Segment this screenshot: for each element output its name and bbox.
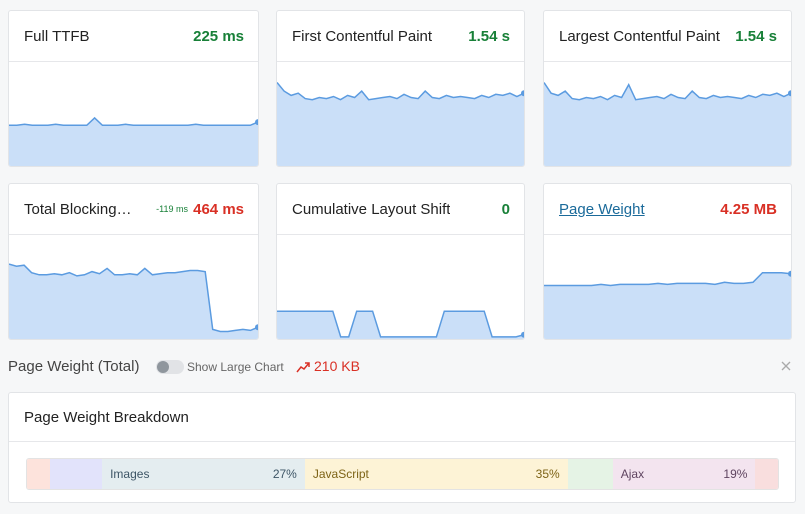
- segment-percent: 35%: [535, 467, 560, 481]
- card-title: Cumulative Layout Shift: [292, 201, 451, 218]
- sparkline-line: [9, 116, 258, 127]
- sparkline-line: [544, 271, 791, 287]
- card-title[interactable]: Page Weight: [559, 201, 645, 218]
- card-value: 4.25 MB: [720, 201, 777, 218]
- toggle-label: Show Large Chart: [187, 360, 284, 374]
- card-header: [9, 184, 258, 235]
- sparkline-end: [521, 90, 524, 97]
- sparkline-line: [277, 82, 524, 101]
- sparkline: [277, 310, 524, 339]
- breakdown-segment: [27, 459, 50, 489]
- sparkline: [544, 270, 791, 339]
- sparkline: [9, 116, 258, 166]
- trend-icon: [296, 362, 310, 373]
- card-header: [9, 11, 258, 62]
- breakdown-segment: [49, 459, 103, 489]
- sparkline-line: [9, 263, 258, 333]
- metric-card: Page Weight 4.25 MB: [543, 183, 792, 340]
- breakdown-segment: Ajax 19%: [612, 459, 756, 489]
- segment-name: JavaScript: [312, 467, 369, 481]
- segment-percent: 19%: [723, 467, 748, 481]
- sparkline-line: [544, 82, 791, 101]
- card-value: 1.54 s: [468, 28, 510, 45]
- card-header: [544, 11, 791, 62]
- sparkline: [9, 263, 258, 339]
- sparkline-area: [9, 264, 258, 339]
- metric-card: Largest Contentful Paint 1.54 s: [543, 10, 792, 167]
- card-title: Total Blocking…: [24, 201, 132, 218]
- sparkline: [277, 82, 524, 166]
- card-value: 0: [501, 201, 510, 218]
- card-title: Largest Contentful Paint: [559, 28, 720, 45]
- sparkline-area: [544, 82, 791, 166]
- toggle-knob: [157, 361, 169, 373]
- card-value: 1.54 s: [735, 28, 777, 45]
- breakdown-segment: Images 27%: [102, 459, 305, 489]
- sparkline-end: [521, 331, 524, 338]
- metric-card: Total Blocking… 464 ms -119 ms: [8, 183, 259, 340]
- divider: [9, 441, 795, 442]
- section-title: Page Weight (Total): [8, 358, 140, 375]
- card-header: [277, 184, 524, 235]
- page-weight-row: Page Weight (Total) Show Large Chart 210…: [8, 357, 796, 377]
- toggle[interactable]: [156, 360, 184, 374]
- sparkline-area: [9, 117, 258, 166]
- sparkline-area: [544, 272, 791, 339]
- sparkline: [544, 82, 791, 166]
- card-title: Full TTFB: [24, 28, 90, 45]
- card-title: First Contentful Paint: [292, 28, 433, 45]
- sparkline-area: [277, 82, 524, 166]
- close-button[interactable]: [780, 360, 792, 372]
- breakdown-segment: [567, 459, 613, 489]
- sparkline-end: [255, 119, 258, 126]
- breakdown-bar: Images 27% JavaScript 35% Ajax 19%: [26, 458, 779, 490]
- breakdown-panel: Page Weight Breakdown Images 27% JavaScrip…: [8, 392, 796, 503]
- card-delta: -119 ms: [156, 204, 188, 214]
- card-header: [277, 11, 524, 62]
- metric-card: Cumulative Layout Shift 0: [276, 183, 525, 340]
- segment-name: Ajax: [620, 467, 645, 481]
- breakdown-title: Page Weight Breakdown: [24, 409, 189, 426]
- sparkline-line: [277, 310, 524, 338]
- breakdown-segment: [755, 459, 778, 489]
- change-value: 210 KB: [314, 358, 360, 374]
- sparkline-end: [788, 90, 791, 97]
- metric-card: First Contentful Paint 1.54 s: [276, 10, 525, 167]
- card-value: 225 ms: [193, 28, 244, 45]
- metric-card: Full TTFB 225 ms: [8, 10, 259, 167]
- card-value: 464 ms: [193, 201, 244, 218]
- sparkline-end: [788, 270, 791, 277]
- sparkline-end: [255, 324, 258, 331]
- segment-percent: 27%: [272, 467, 297, 481]
- sparkline-area: [277, 311, 524, 339]
- segment-name: Images: [110, 467, 150, 481]
- card-header: [544, 184, 791, 235]
- breakdown-segment: JavaScript 35%: [304, 459, 568, 489]
